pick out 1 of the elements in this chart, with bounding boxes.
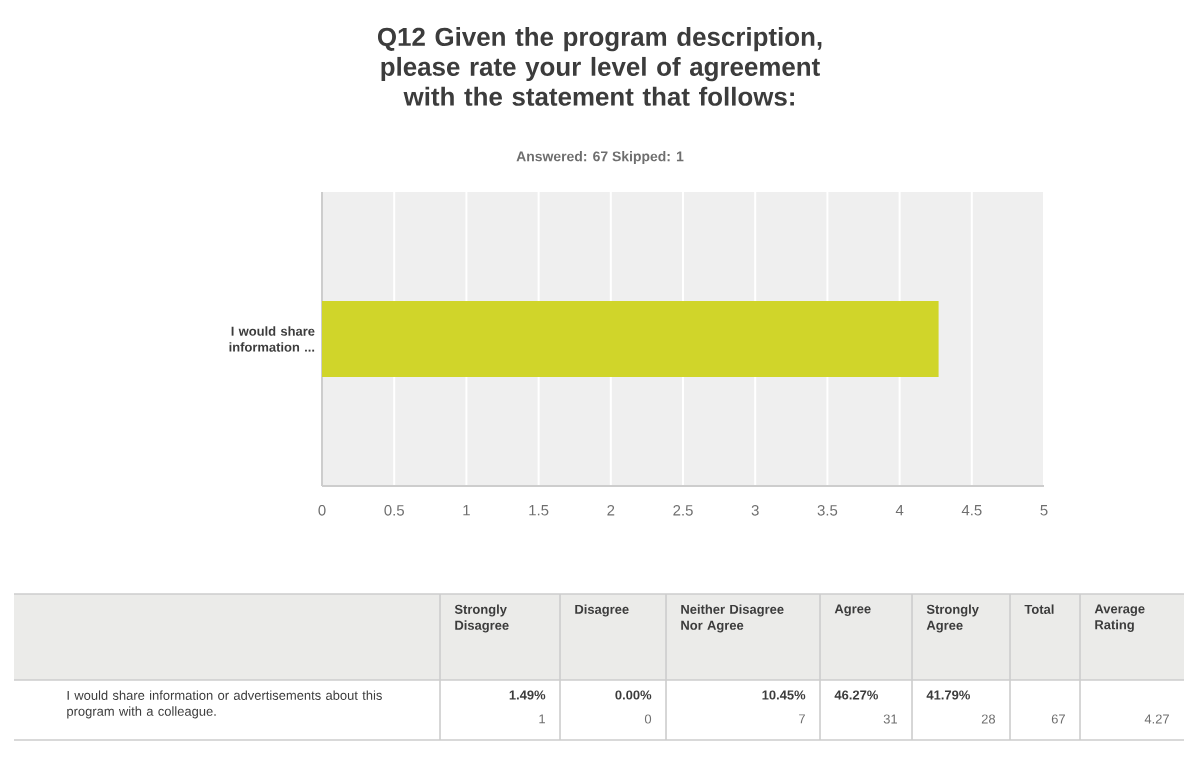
chart-title: Q12 Given the program description, please rate your level of agreement with the statement that follows:: [377, 27, 822, 106]
